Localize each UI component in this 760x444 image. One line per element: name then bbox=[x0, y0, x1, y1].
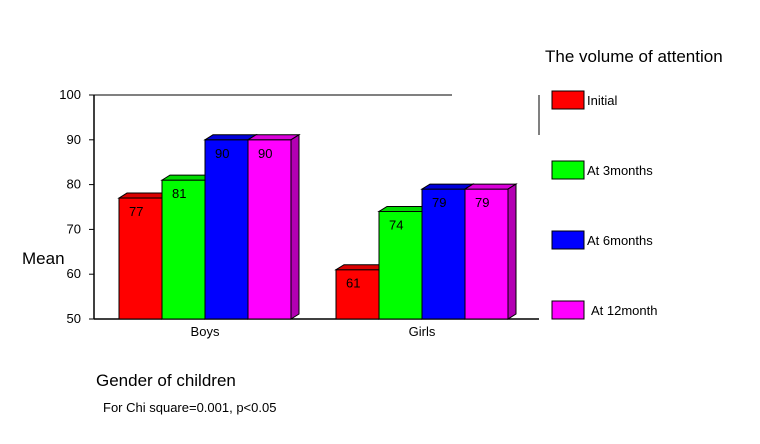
bar-side-face bbox=[507, 183, 517, 320]
bar-value-label: 61 bbox=[346, 276, 360, 291]
x-axis-title: Gender of children bbox=[96, 371, 236, 390]
y-tick-label: 50 bbox=[67, 311, 81, 326]
bar-side-face bbox=[290, 133, 300, 320]
bar bbox=[204, 139, 249, 320]
y-tick-label: 100 bbox=[59, 87, 81, 102]
x-tick-label: Girls bbox=[409, 324, 436, 339]
statistics-note: For Chi square=0.001, p<0.05 bbox=[103, 400, 277, 415]
bar-value-label: 79 bbox=[475, 195, 489, 210]
legend-label: Initial bbox=[587, 93, 617, 108]
bar-value-label: 90 bbox=[258, 146, 272, 161]
legend-swatch bbox=[551, 160, 585, 180]
legend-title: The volume of attention bbox=[545, 47, 723, 66]
y-tick-label: 60 bbox=[67, 266, 81, 281]
legend-label: At 3months bbox=[587, 163, 653, 178]
legend-label: At 6months bbox=[587, 233, 653, 248]
bar-value-label: 77 bbox=[129, 204, 143, 219]
legend-label: At 12month bbox=[591, 303, 658, 318]
bar-value-label: 90 bbox=[215, 146, 229, 161]
legend-swatch bbox=[551, 90, 585, 110]
bar-value-label: 79 bbox=[432, 195, 446, 210]
y-tick-label: 70 bbox=[67, 221, 81, 236]
y-tick-label: 80 bbox=[67, 177, 81, 192]
legend-swatch bbox=[551, 230, 585, 250]
bar-value-label: 81 bbox=[172, 186, 186, 201]
bar bbox=[335, 269, 380, 320]
y-axis-title: Mean bbox=[22, 249, 65, 268]
bar bbox=[378, 210, 423, 320]
bar-value-label: 74 bbox=[389, 217, 403, 232]
bar bbox=[247, 139, 292, 320]
y-tick-label: 90 bbox=[67, 132, 81, 147]
legend-swatch bbox=[551, 300, 585, 320]
bar bbox=[118, 197, 163, 320]
x-tick-label: Boys bbox=[191, 324, 220, 339]
